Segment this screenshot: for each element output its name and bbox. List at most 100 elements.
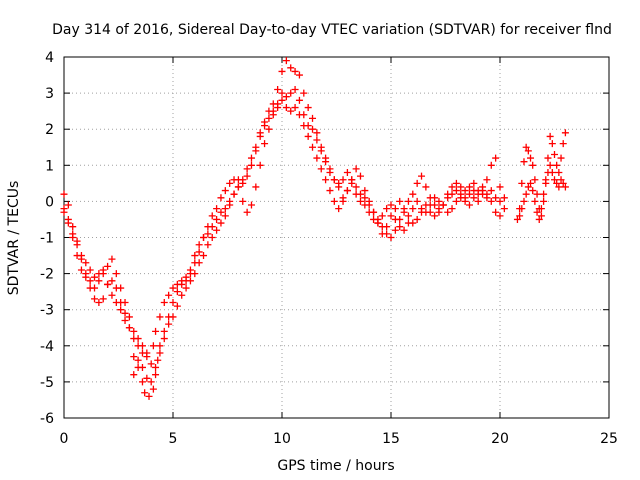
plus-marker [117, 306, 125, 314]
plus-marker [274, 85, 282, 93]
plus-marker [208, 212, 216, 220]
plus-marker [169, 313, 177, 321]
plus-marker [548, 169, 556, 177]
plus-marker [300, 122, 308, 130]
plus-marker [104, 262, 112, 270]
plus-marker [322, 158, 330, 166]
plus-marker [378, 223, 386, 231]
plus-marker [200, 252, 208, 260]
plus-marker [465, 190, 473, 198]
plus-marker [413, 179, 421, 187]
plus-marker [553, 161, 561, 169]
y-tick-label: -4 [40, 339, 54, 355]
plus-marker [474, 197, 482, 205]
plus-marker [557, 154, 565, 162]
plus-marker [178, 291, 186, 299]
plus-marker [99, 270, 107, 278]
plus-marker [69, 234, 77, 241]
plus-marker [204, 241, 212, 249]
plus-marker [261, 140, 269, 148]
plus-marker [130, 371, 138, 379]
y-tick-label: -2 [40, 267, 54, 283]
plus-marker [152, 363, 160, 371]
plus-marker [487, 187, 495, 195]
plus-marker [77, 266, 85, 274]
plus-marker [309, 143, 317, 151]
plus-marker [226, 201, 234, 209]
plus-marker [361, 194, 369, 202]
plus-marker [516, 212, 524, 220]
plus-marker [531, 197, 539, 205]
plus-marker [191, 270, 199, 278]
plus-marker [217, 219, 225, 227]
plus-marker [134, 356, 142, 364]
plus-marker [243, 172, 251, 180]
plus-marker [487, 197, 495, 205]
plus-marker [418, 172, 426, 180]
plus-marker [169, 298, 177, 306]
plus-marker [546, 161, 554, 169]
plus-marker [391, 205, 399, 213]
plus-marker [527, 154, 535, 162]
plus-marker [540, 190, 548, 198]
y-tick-label: 2 [45, 122, 54, 138]
plus-marker [496, 183, 504, 191]
plus-marker [561, 129, 569, 137]
plus-marker [396, 215, 404, 223]
plus-marker [269, 111, 277, 119]
plus-marker [529, 161, 537, 169]
plus-marker [435, 208, 443, 216]
plus-marker [217, 208, 225, 216]
series-3-marks [60, 96, 504, 386]
plus-marker [313, 136, 321, 144]
plus-marker [492, 194, 500, 202]
plus-marker [165, 291, 173, 299]
plus-marker [513, 215, 521, 223]
plus-marker [64, 201, 72, 209]
plus-marker [217, 194, 225, 202]
plus-marker [487, 161, 495, 169]
plus-marker [452, 187, 460, 195]
plus-marker [208, 223, 216, 231]
plus-marker [309, 125, 317, 133]
plus-marker [130, 327, 138, 335]
plus-marker [322, 176, 330, 184]
plus-marker [195, 259, 203, 267]
plus-marker [243, 208, 251, 216]
plus-marker [287, 64, 295, 72]
plus-marker [295, 111, 303, 119]
plus-marker [86, 266, 94, 274]
plus-marker [356, 190, 364, 198]
plus-marker [313, 154, 321, 162]
plus-marker [152, 327, 160, 335]
x-tick-labels: 0 5 10 15 20 25 [60, 431, 618, 447]
plus-marker [282, 104, 290, 112]
plus-marker [86, 277, 94, 285]
series-4-marks [513, 129, 569, 223]
plus-marker [418, 208, 426, 216]
plus-marker [326, 187, 334, 195]
plus-marker [256, 129, 264, 137]
plus-marker [452, 197, 460, 205]
plus-marker [479, 190, 487, 198]
x-tick-label: 5 [169, 431, 178, 447]
plus-marker [295, 96, 303, 104]
plus-marker [348, 176, 356, 184]
plus-marker [287, 89, 295, 97]
plus-marker [230, 190, 238, 198]
plus-marker [330, 197, 338, 205]
plus-marker [518, 205, 526, 213]
plus-marker [537, 205, 545, 213]
data-marks [60, 57, 569, 400]
y-tick-label: 0 [45, 194, 54, 210]
plus-marker [413, 215, 421, 223]
plus-marker [524, 147, 532, 155]
plus-marker [409, 205, 417, 213]
plus-marker [444, 190, 452, 198]
plus-marker [483, 176, 491, 184]
plus-marker [252, 143, 260, 151]
plus-marker [145, 392, 153, 400]
plus-marker [82, 270, 90, 278]
plus-marker [361, 187, 369, 195]
plus-marker [304, 132, 312, 140]
